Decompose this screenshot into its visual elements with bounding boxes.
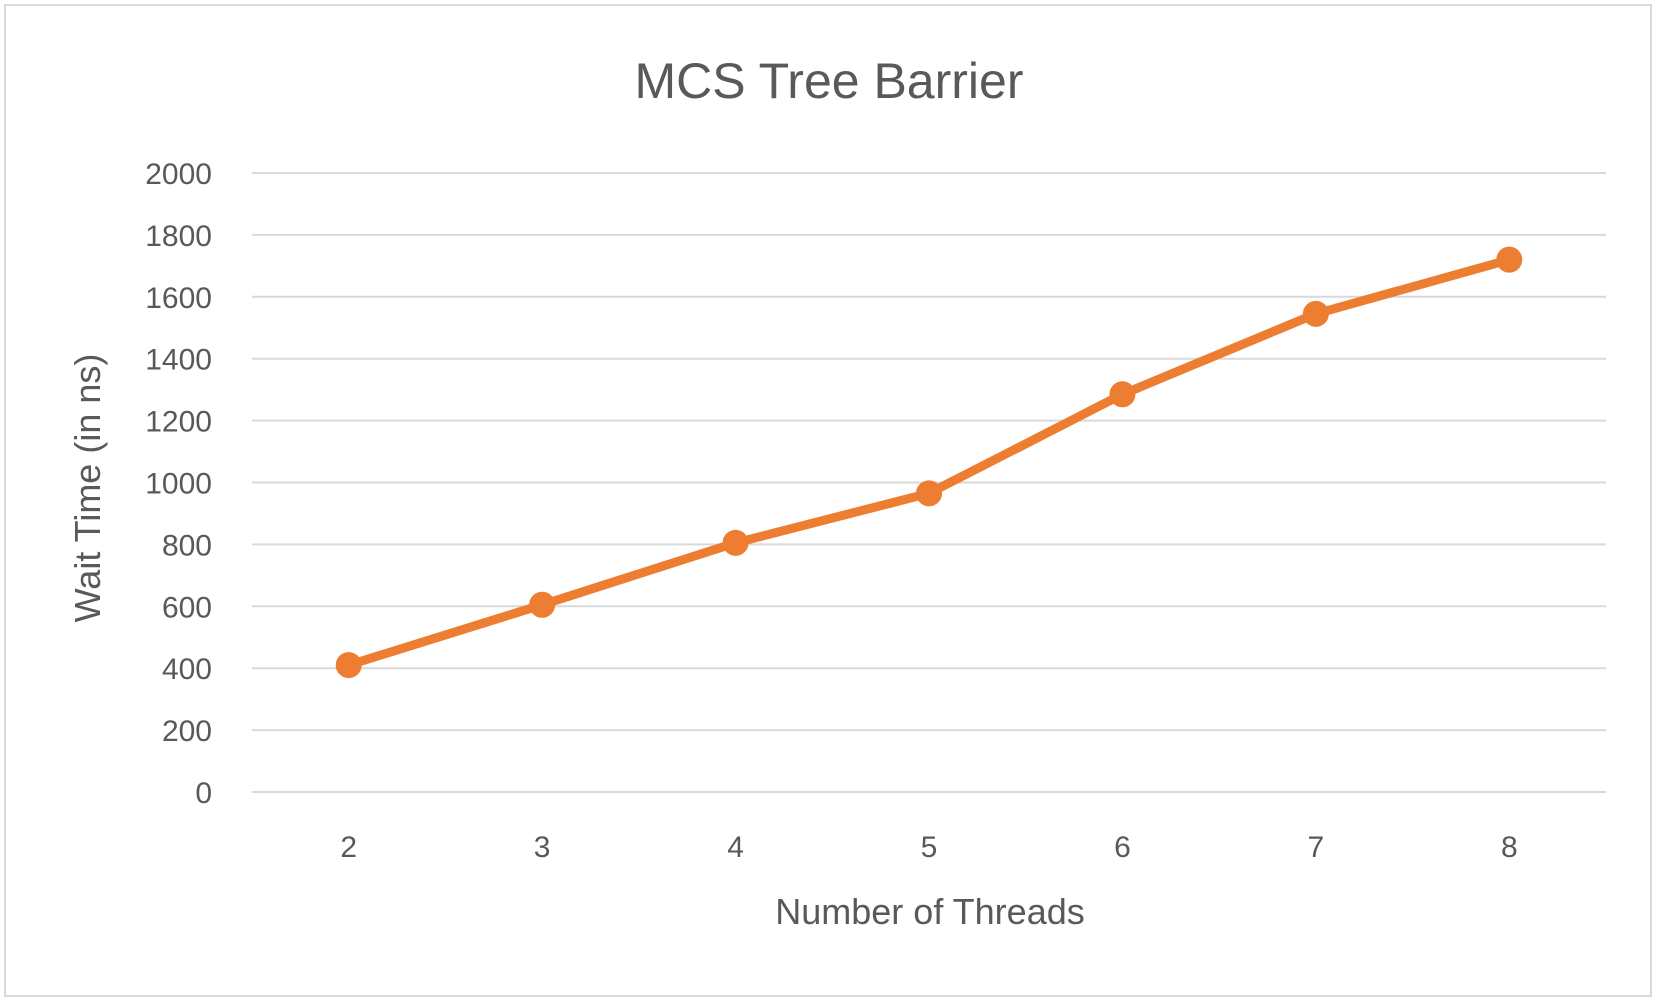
data-point-5	[916, 480, 942, 507]
x-tick-label: 3	[534, 831, 551, 864]
x-tick-label: 6	[1114, 831, 1131, 864]
series-line	[344, 255, 1514, 670]
y-tick-label: 400	[162, 653, 212, 686]
y-tick-label: 200	[162, 715, 212, 748]
y-tick-label: 1000	[145, 468, 212, 501]
y-axis-title: Wait Time (in ns)	[67, 354, 108, 623]
data-point-7	[1302, 300, 1329, 327]
data-point-2	[335, 652, 362, 679]
y-tick-label: 0	[195, 777, 212, 810]
x-tick-label: 7	[1308, 831, 1325, 864]
series-wait-time	[335, 246, 1523, 679]
data-point-3	[529, 591, 556, 618]
y-tick-label: 2000	[145, 158, 212, 191]
x-tick-label: 4	[727, 831, 744, 864]
chart-title: MCS Tree Barrier	[635, 53, 1024, 109]
y-tick-label: 1800	[145, 220, 212, 253]
x-tick-label: 8	[1501, 831, 1518, 864]
gridlines	[252, 172, 1606, 793]
x-axis-title: Number of Threads	[775, 891, 1084, 932]
x-tick-label: 2	[340, 831, 357, 864]
y-tick-label: 800	[162, 529, 212, 562]
chart-frame	[4, 4, 1652, 997]
data-point-8	[1496, 246, 1523, 273]
y-axis-tick-labels: 0 200 400 600 800 1000 1200 1400 1600 1800 2000	[145, 158, 212, 810]
y-tick-label: 1200	[145, 406, 212, 439]
data-point-6	[1109, 381, 1136, 408]
x-axis-tick-labels: 2 3 4 5 6 7 8	[340, 831, 1517, 864]
y-tick-label: 1600	[145, 282, 212, 315]
x-tick-label: 5	[921, 831, 938, 864]
y-tick-label: 600	[162, 591, 212, 624]
y-tick-label: 1400	[145, 344, 212, 377]
data-point-4	[722, 529, 749, 556]
